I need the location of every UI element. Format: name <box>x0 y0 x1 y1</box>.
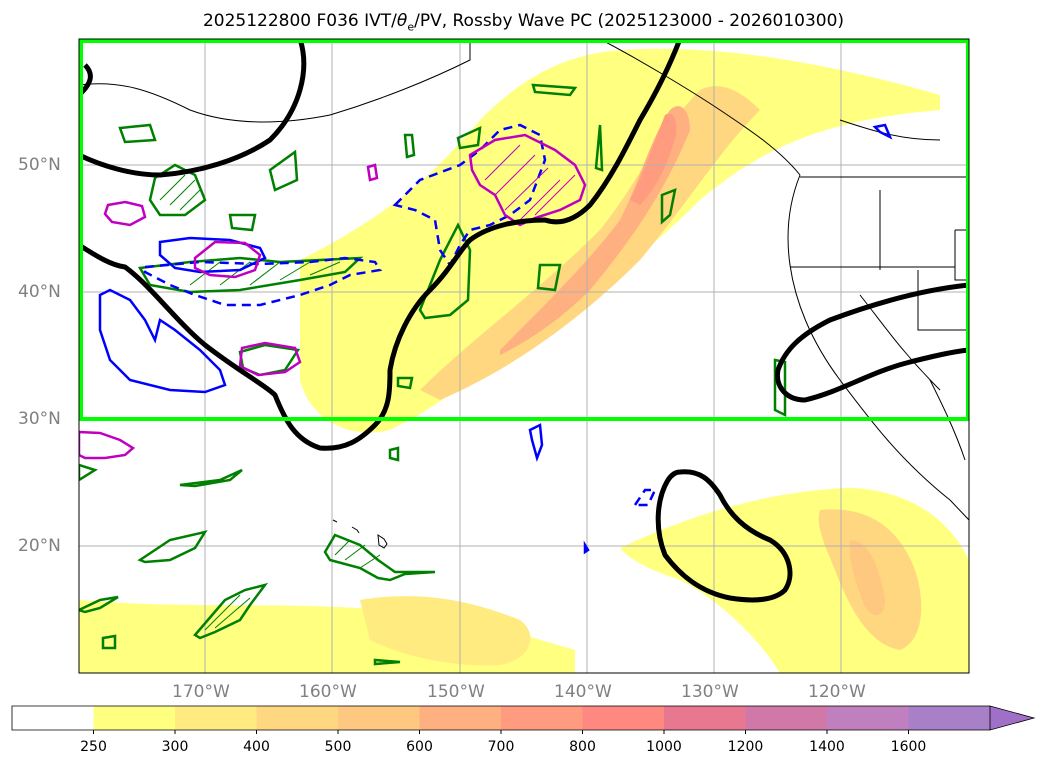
figure-title: 2025122800 F036 IVT/θe/PV, Rossby Wave P… <box>202 11 845 34</box>
magenta-contours <box>79 133 587 460</box>
colorbar-segment <box>745 706 828 730</box>
colorbar-segment <box>175 706 257 730</box>
colorbar-tick-label: 1200 <box>727 739 764 755</box>
colorbar <box>11 705 1036 734</box>
colorbar-segment <box>256 706 339 730</box>
colorbar-extend-arrow <box>989 705 1036 731</box>
lat-label-30n: 30°N <box>18 409 61 429</box>
colorbar-tick-label: 600 <box>406 739 433 755</box>
colorbar-tick-label: 700 <box>487 739 515 755</box>
colorbar-segment <box>93 706 176 730</box>
colorbar-tick-label: 250 <box>80 739 107 755</box>
lon-label-150w: 150°W <box>427 682 485 702</box>
colorbar-tick-label: 1400 <box>809 739 845 755</box>
colorbar-tick-label: 1600 <box>890 739 927 755</box>
colorbar-tick-label: 1000 <box>646 739 682 755</box>
colorbar-tick-label: 500 <box>324 739 352 755</box>
hawaii-islands <box>332 519 388 549</box>
map-frame <box>78 38 970 674</box>
lon-label-130w: 130°W <box>681 682 739 702</box>
colorbar-segment <box>12 706 94 730</box>
magenta-hatching <box>484 144 576 221</box>
colorbar-tick-label: 400 <box>243 739 270 755</box>
ivt-south-blob <box>360 596 531 666</box>
lat-label-50n: 50°N <box>18 155 61 175</box>
ivt-southeast-max <box>849 540 885 615</box>
lon-label-140w: 140°W <box>554 682 612 702</box>
rossby-wave-box <box>79 39 969 421</box>
colorbar-segment <box>338 706 420 730</box>
coastlines <box>79 39 969 549</box>
colorbar-tick-label: 300 <box>161 739 189 755</box>
ivt-plume-peak <box>630 113 677 205</box>
colorbar-segment <box>908 706 991 730</box>
theta-e-negative-dashed <box>143 123 657 507</box>
ivt-plume-max <box>500 106 690 355</box>
map-content <box>79 39 969 673</box>
colorbar-segment <box>827 706 909 730</box>
colorbar-tick-label: 800 <box>569 739 596 755</box>
colorbar-segment <box>501 706 583 730</box>
lon-label-170w: 170°W <box>172 682 230 702</box>
colorbar-segment <box>664 706 746 730</box>
theta-e-positive-contours <box>79 83 787 666</box>
lon-label-120w: 120°W <box>808 682 866 702</box>
lat-label-20n: 20°N <box>18 536 61 556</box>
lon-label-160w: 160°W <box>299 682 357 702</box>
colorbar-segment <box>419 706 502 730</box>
lat-label-40n: 40°N <box>18 282 61 302</box>
colorbar-segment <box>582 706 665 730</box>
